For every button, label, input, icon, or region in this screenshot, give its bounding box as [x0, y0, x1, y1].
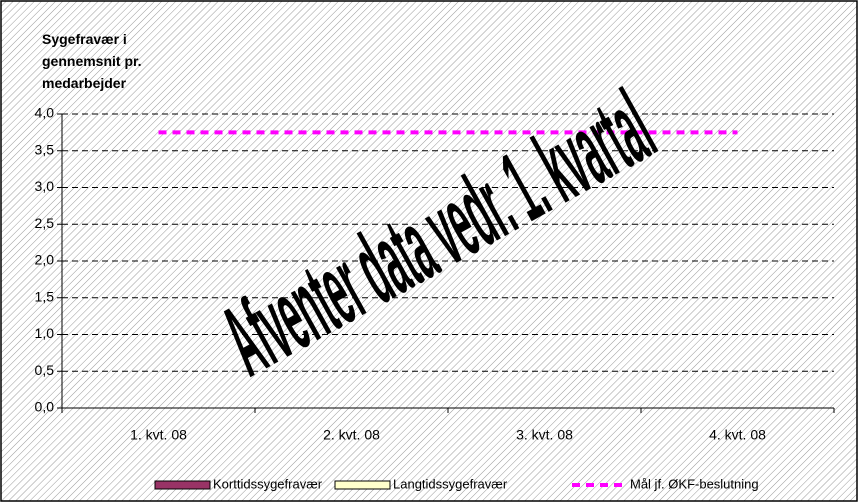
legend-swatch [334, 480, 391, 490]
y-tick-label: 0,5 [35, 362, 55, 378]
x-tick-label: 4. kvt. 08 [709, 427, 766, 443]
legend-label: Langtidssygefravær [393, 476, 508, 491]
x-tick-label: 2. kvt. 08 [323, 427, 380, 443]
y-tick-label: 4,0 [35, 105, 55, 121]
legend-swatch [154, 480, 211, 490]
y-tick-label: 2,0 [35, 252, 55, 268]
legend-label: Mål jf. ØKF-beslutning [630, 476, 759, 491]
y-tick-label: 1,0 [35, 325, 55, 341]
y-tick-label: 3,5 [35, 141, 55, 157]
y-axis-title: Sygefravær i gennemsnit pr. medarbejder [42, 31, 142, 91]
y-tick-label: 1,5 [35, 288, 55, 304]
y-tick-label: 0,0 [35, 399, 55, 415]
x-tick-label: 3. kvt. 08 [516, 427, 573, 443]
y-tick-label: 2,5 [35, 215, 55, 231]
legend-label: Korttidssygefravær [213, 476, 323, 491]
y-tick-label: 3,0 [35, 178, 55, 194]
x-tick-label: 1. kvt. 08 [130, 427, 187, 443]
